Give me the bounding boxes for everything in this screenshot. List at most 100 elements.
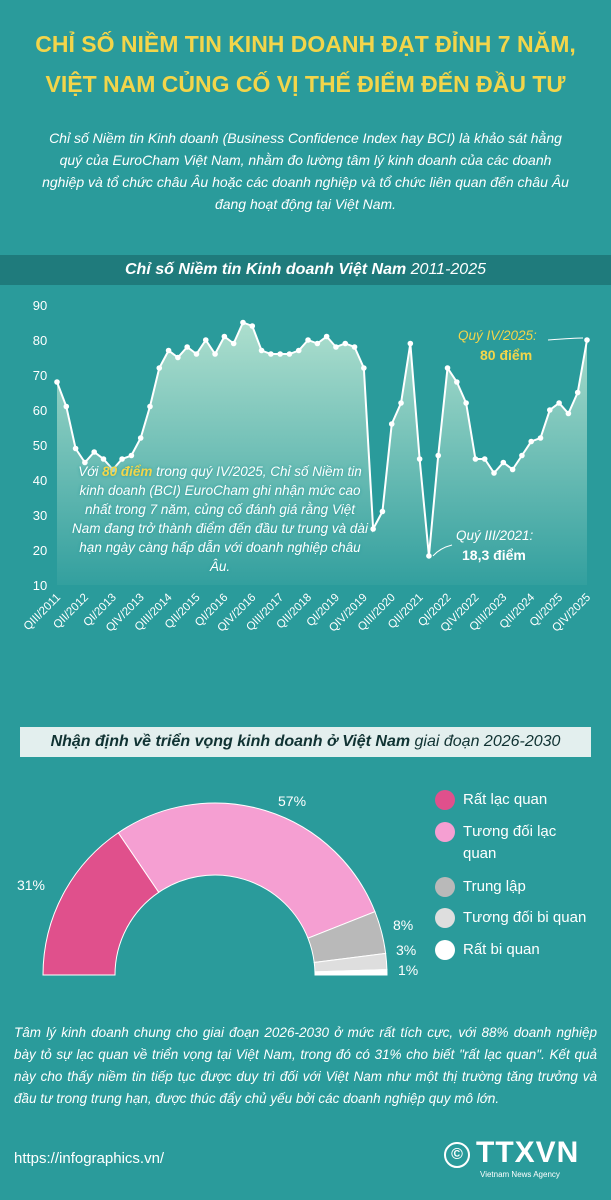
point xyxy=(435,452,442,459)
point xyxy=(91,449,97,455)
point xyxy=(268,351,274,357)
point xyxy=(100,456,107,462)
note-text: trong quý IV/2025, Chỉ số Niềm tin kinh … xyxy=(72,464,368,574)
point xyxy=(202,337,209,343)
point xyxy=(509,466,516,473)
legend-swatch xyxy=(435,790,455,810)
title-line: VIỆT NAM CỦNG CỐ VỊ THẾ ĐIỂM ĐẾN ĐẦU TƯ xyxy=(45,71,566,97)
point xyxy=(277,351,283,357)
point xyxy=(258,347,265,354)
segment xyxy=(117,802,376,939)
legend-swatch xyxy=(435,940,455,960)
y-tick-label: 10 xyxy=(33,578,47,593)
point xyxy=(305,337,311,343)
y-tick-label: 60 xyxy=(33,403,47,418)
area xyxy=(57,322,587,585)
point xyxy=(574,389,581,396)
point xyxy=(156,365,163,371)
point xyxy=(398,400,404,406)
point xyxy=(147,403,153,410)
point xyxy=(128,452,135,459)
legend-label: Tương đối bi quan xyxy=(463,909,587,926)
point xyxy=(333,344,339,350)
annotation-value: 80 điểm xyxy=(480,347,532,363)
value-label: 3% xyxy=(396,942,416,958)
chart-title: Chỉ số Niềm tin Kinh doanh Việt Nam xyxy=(125,261,407,278)
legend-label: Rất lạc quan xyxy=(463,791,548,808)
value-label: 57% xyxy=(278,793,306,809)
point xyxy=(528,438,535,445)
point xyxy=(184,344,190,350)
point xyxy=(491,470,497,476)
legend-label: Rất bi quan xyxy=(463,941,540,958)
point xyxy=(556,400,562,406)
legend-swatch xyxy=(435,822,455,842)
point xyxy=(295,347,302,354)
y-tick-label: 20 xyxy=(33,543,47,558)
point xyxy=(240,319,246,326)
point xyxy=(379,508,386,515)
point xyxy=(72,445,79,452)
point xyxy=(472,456,479,462)
point xyxy=(221,333,228,340)
line xyxy=(56,321,588,557)
point xyxy=(351,344,358,350)
y-tick-label: 80 xyxy=(33,333,47,348)
point xyxy=(137,435,144,441)
point xyxy=(444,365,451,371)
point xyxy=(249,323,256,329)
annotation-note: Với 80 điểm trong quý IV/2025, Chỉ số Ni… xyxy=(70,462,370,576)
y-tick-label: 70 xyxy=(33,368,47,383)
segment xyxy=(314,969,388,976)
annotation-label: Quý III/2021: xyxy=(456,528,534,543)
point xyxy=(407,340,414,347)
point xyxy=(286,351,293,357)
y-tick-label: 30 xyxy=(33,508,47,523)
point xyxy=(416,456,423,462)
point xyxy=(519,452,525,459)
point xyxy=(323,333,330,340)
intro: Chỉ số Niềm tin Kinh doanh (Business Con… xyxy=(42,130,569,212)
point xyxy=(426,553,432,559)
point xyxy=(565,410,572,417)
footer-text: Tâm lý kinh doanh chung cho giai đoạn 20… xyxy=(14,1025,597,1106)
legend-swatch xyxy=(435,908,455,928)
value-label: 31% xyxy=(17,877,45,893)
point xyxy=(212,351,218,357)
legend-label: Trung lập xyxy=(463,878,526,895)
point xyxy=(63,403,70,410)
point xyxy=(388,421,395,427)
url: https://infographics.vn/ xyxy=(14,1150,165,1167)
title-line: CHỈ SỐ NIỀM TIN KINH DOANH ĐẠT ĐỈNH 7 NĂ… xyxy=(35,31,576,57)
point xyxy=(314,340,321,347)
point xyxy=(481,456,488,462)
y-tick-label: 40 xyxy=(33,473,47,488)
copyright: © xyxy=(444,1142,470,1168)
point xyxy=(500,459,507,466)
chart-title-bar: Chỉ số Niềm tin Kinh doanh Việt Nam 2011… xyxy=(0,255,611,285)
value-label: 8% xyxy=(393,917,413,933)
point xyxy=(463,400,469,406)
annotation-arrow xyxy=(432,544,453,557)
annotation-arrow xyxy=(547,337,584,341)
point xyxy=(82,459,88,466)
point xyxy=(584,337,590,343)
point xyxy=(109,466,116,473)
point xyxy=(119,456,125,462)
point xyxy=(175,354,181,361)
point xyxy=(370,526,376,532)
chart-subtitle: 2011-2025 xyxy=(410,261,486,278)
point xyxy=(193,351,200,357)
y-tick-label: 90 xyxy=(33,298,47,313)
point xyxy=(361,365,367,371)
annotation-label: Quý IV/2025: xyxy=(458,328,537,343)
chart-title: Nhận định về triển vọng kinh doanh ở Việ… xyxy=(50,733,411,750)
point xyxy=(547,407,553,413)
note-highlight: 80 điểm xyxy=(102,464,153,479)
value-label: 1% xyxy=(398,962,418,978)
annotation-value: 18,3 điểm xyxy=(462,547,526,563)
note-text: Với xyxy=(78,464,103,479)
y-tick-label: 50 xyxy=(33,438,47,453)
